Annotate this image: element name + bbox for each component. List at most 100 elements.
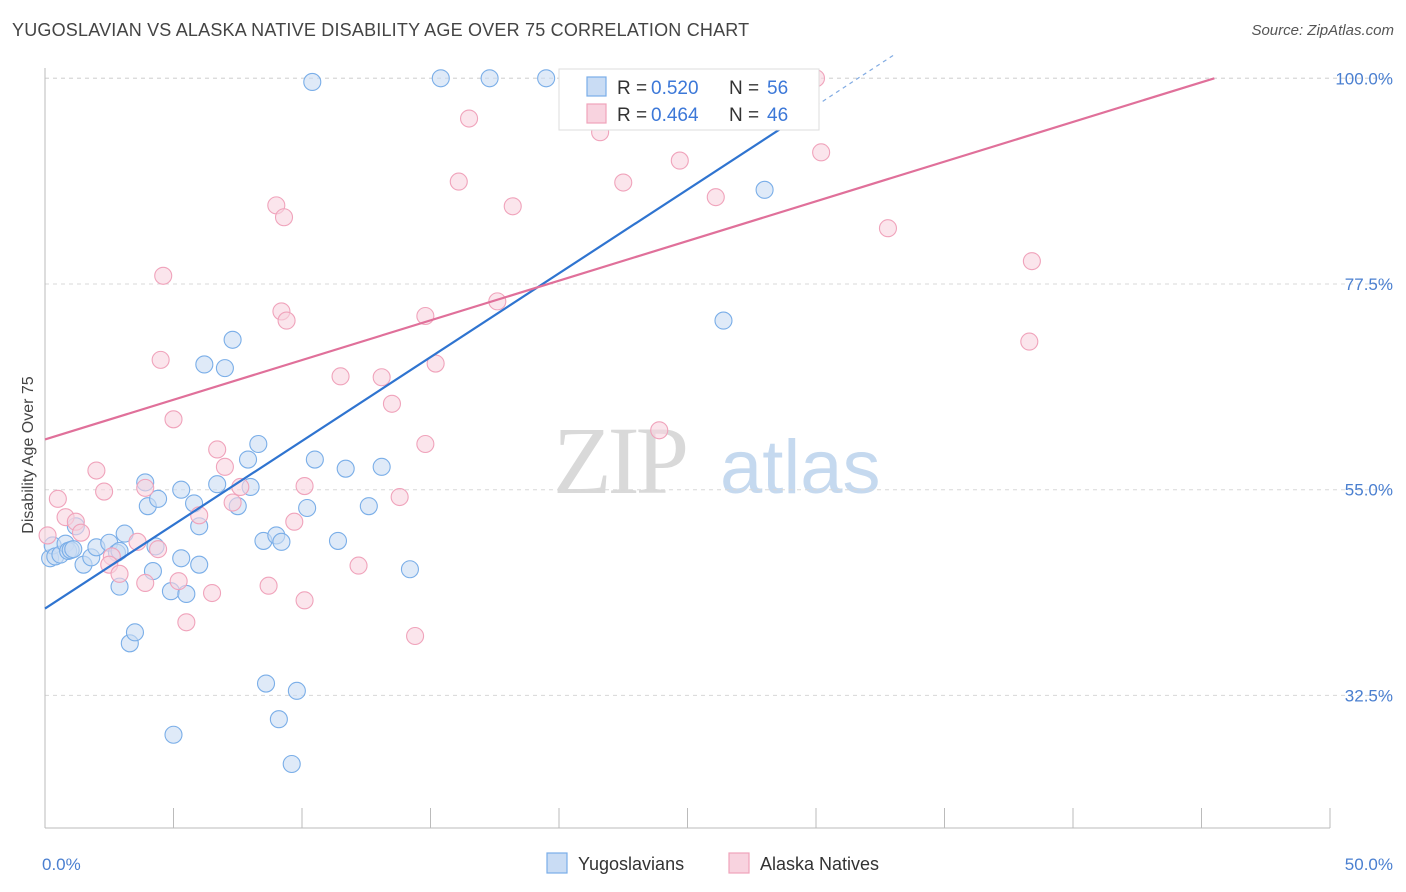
- data-point: [269, 710, 288, 729]
- data-point: [706, 188, 725, 207]
- y-tick-label: 32.5%: [1345, 686, 1393, 705]
- legend-bottom-swatch-alaska-natives: [728, 852, 750, 874]
- y-tick-label: 55.0%: [1345, 481, 1393, 500]
- data-point: [110, 564, 129, 583]
- data-point: [295, 591, 314, 610]
- data-point: [305, 450, 324, 469]
- data-point: [208, 475, 227, 494]
- legend-bottom-alaska-natives: Alaska Natives: [760, 854, 879, 874]
- data-point: [151, 350, 170, 369]
- data-point: [372, 457, 391, 476]
- data-point: [249, 434, 268, 454]
- data-point: [382, 394, 402, 413]
- data-point: [154, 266, 173, 285]
- data-point: [164, 725, 183, 744]
- data-point: [64, 540, 83, 559]
- data-point: [650, 421, 669, 440]
- axes: [44, 68, 1331, 829]
- data-point: [215, 359, 234, 378]
- trend-line-extension: [815, 54, 894, 107]
- trend-line: [44, 77, 1215, 441]
- data-point: [303, 72, 322, 91]
- data-point: [431, 69, 450, 88]
- data-point: [755, 180, 774, 199]
- data-point: [331, 367, 350, 386]
- data-point: [190, 506, 209, 525]
- data-point: [172, 549, 191, 568]
- data-point: [287, 681, 306, 700]
- data-point: [614, 173, 633, 192]
- data-point: [1020, 332, 1039, 351]
- data-point: [285, 512, 304, 531]
- data-point: [87, 461, 106, 480]
- source-label: Source: ZipAtlas.com: [1251, 22, 1394, 39]
- legend-r-label-2: R =: [617, 105, 647, 126]
- legend-bottom-swatch-yugoslavians: [546, 852, 568, 874]
- data-point: [670, 151, 689, 170]
- data-point: [203, 583, 222, 603]
- y-tick-label: 77.5%: [1345, 275, 1393, 294]
- data-point: [223, 330, 242, 349]
- data-point: [400, 560, 419, 579]
- x-tick-label: 50.0%: [1345, 855, 1393, 874]
- data-point: [190, 555, 209, 574]
- y-axis-label: Disability Age Over 75: [20, 376, 37, 534]
- legend-r-value-2: 0.464: [651, 105, 699, 126]
- trend-line: [44, 104, 817, 610]
- data-point: [406, 626, 425, 646]
- data-point: [480, 69, 499, 88]
- data-point: [272, 532, 291, 551]
- data-point: [336, 459, 355, 478]
- data-point: [71, 523, 91, 542]
- data-point: [169, 572, 188, 591]
- data-point: [277, 311, 296, 330]
- data-point: [48, 489, 67, 508]
- watermark-zip: ZIP: [553, 407, 686, 514]
- data-point: [177, 613, 196, 632]
- data-point: [223, 493, 242, 512]
- data-point: [282, 754, 301, 774]
- data-point: [172, 480, 191, 499]
- data-point: [195, 355, 214, 374]
- data-point: [149, 489, 168, 508]
- data-point: [238, 450, 258, 469]
- series-legend: Yugoslavians Alaska Natives: [546, 852, 879, 874]
- data-point: [459, 109, 479, 128]
- data-point: [256, 674, 276, 693]
- data-point: [503, 197, 522, 216]
- data-point: [537, 69, 556, 88]
- data-point: [359, 497, 378, 516]
- data-point: [95, 482, 114, 501]
- data-point: [125, 623, 144, 642]
- data-point: [878, 219, 898, 238]
- data-point: [259, 576, 278, 595]
- legend-r-label-1: R =: [617, 78, 647, 99]
- watermark-atlas: atlas: [720, 425, 881, 510]
- tick-labels: 100.0% 77.5% 55.0% 32.5% 0.0% 50.0%: [42, 69, 1393, 874]
- data-point: [390, 487, 409, 507]
- data-point: [136, 573, 155, 593]
- legend-n-value-2: 46: [767, 105, 788, 126]
- points-layer: [38, 69, 1041, 774]
- data-point: [208, 440, 227, 459]
- data-point: [215, 457, 234, 476]
- legend-bottom-yugoslavians: Yugoslavians: [578, 854, 684, 874]
- legend-n-value-1: 56: [767, 78, 788, 99]
- legend-n-label-1: N =: [729, 78, 759, 99]
- data-point: [714, 311, 733, 330]
- correlation-legend: R = 0.520 N = 56 R = 0.464 N = 46: [558, 68, 820, 131]
- data-point: [164, 410, 183, 429]
- data-point: [416, 434, 435, 454]
- chart-title: YUGOSLAVIAN VS ALASKA NATIVE DISABILITY …: [12, 20, 750, 40]
- data-point: [812, 143, 831, 162]
- data-point: [115, 524, 134, 543]
- data-point: [136, 478, 155, 497]
- data-point: [274, 208, 294, 227]
- y-tick-label: 100.0%: [1335, 69, 1393, 88]
- data-point: [38, 526, 57, 545]
- legend-r-value-1: 0.520: [651, 78, 699, 99]
- data-point: [1022, 252, 1041, 271]
- legend-swatch-yugoslavians: [586, 76, 607, 97]
- data-point: [328, 531, 348, 550]
